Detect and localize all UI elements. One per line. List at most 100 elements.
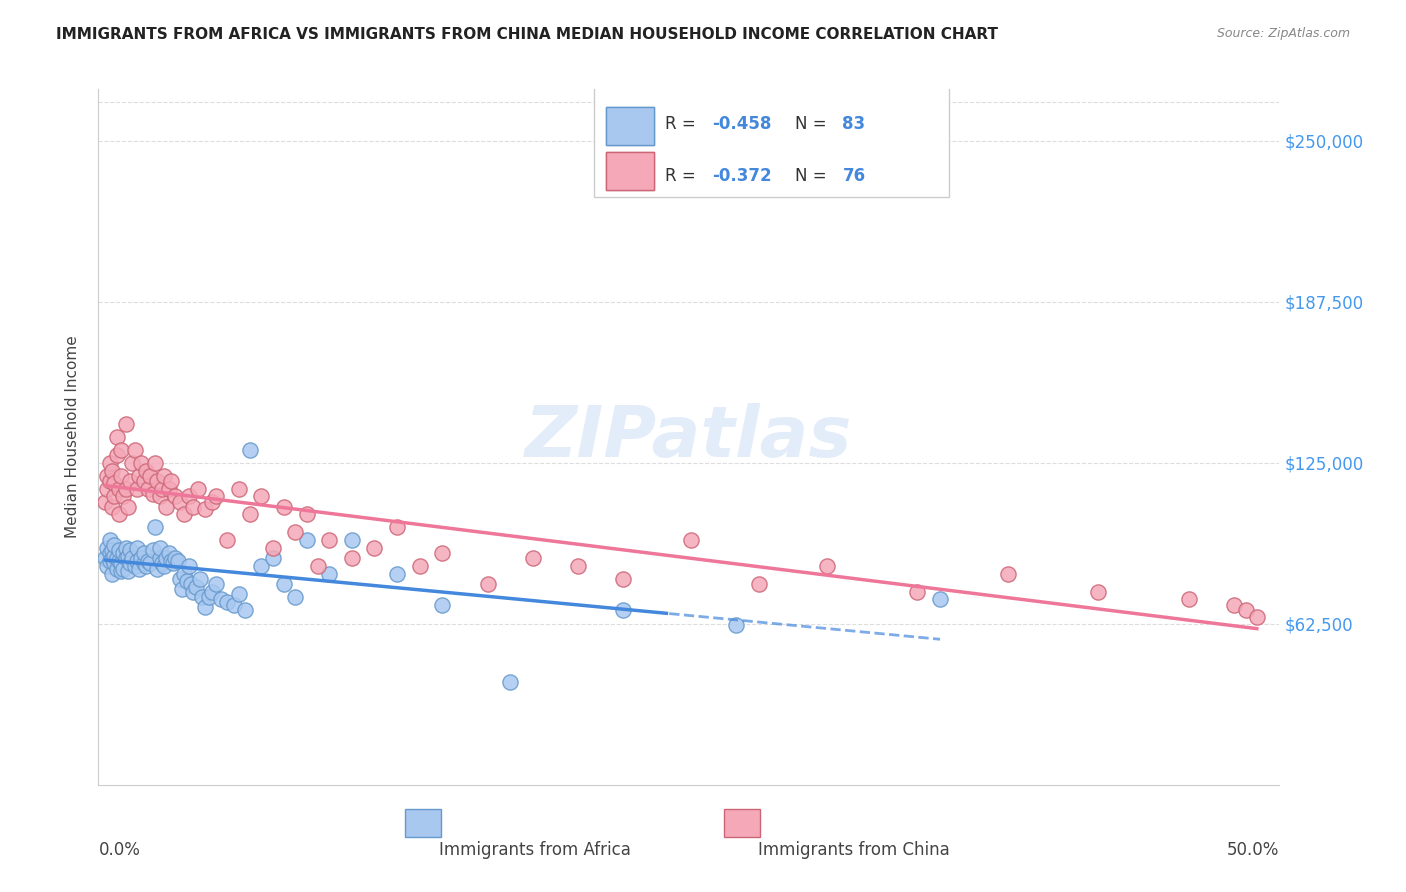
Point [117, 500, 139, 514]
Point [284, 590, 307, 604]
Point [184, 580, 207, 594]
Point [153, 468, 176, 483]
Point [96, 541, 118, 555]
Point [150, 482, 173, 496]
Point [142, 487, 165, 501]
Point [217, 533, 239, 548]
Point [107, 554, 129, 568]
Point [142, 543, 165, 558]
Text: Immigrants from China: Immigrants from China [758, 840, 950, 859]
Point [217, 595, 239, 609]
Point [125, 554, 148, 568]
Text: 50.0%: 50.0% [1227, 840, 1279, 859]
Point [135, 558, 157, 573]
Point [94, 551, 117, 566]
Point [107, 482, 129, 496]
Point [98, 554, 121, 568]
Point [250, 489, 273, 503]
Point [340, 551, 363, 566]
Point [1234, 603, 1257, 617]
Point [180, 577, 202, 591]
Point [125, 482, 148, 496]
Point [103, 489, 125, 503]
Point [409, 558, 432, 573]
Point [340, 533, 363, 548]
Point [112, 489, 135, 503]
Point [162, 557, 184, 571]
Point [131, 456, 153, 470]
FancyBboxPatch shape [606, 106, 654, 145]
Point [107, 508, 129, 522]
Point [172, 582, 194, 596]
Point [432, 546, 454, 560]
Point [385, 520, 408, 534]
Point [166, 554, 188, 568]
Point [139, 557, 162, 571]
Point [748, 577, 770, 591]
Point [98, 456, 121, 470]
Point [155, 500, 177, 514]
FancyBboxPatch shape [405, 809, 441, 837]
Point [110, 564, 132, 578]
Point [98, 533, 121, 548]
Point [114, 417, 136, 432]
Text: -0.372: -0.372 [713, 167, 772, 186]
Point [139, 468, 162, 483]
Point [114, 551, 136, 566]
Point [128, 561, 150, 575]
Text: ZIPatlas: ZIPatlas [526, 402, 852, 472]
Point [173, 508, 195, 522]
Point [295, 533, 318, 548]
Point [1178, 592, 1201, 607]
Point [148, 541, 170, 555]
Point [94, 494, 117, 508]
Point [98, 546, 121, 560]
Point [105, 448, 128, 462]
Point [110, 557, 132, 571]
Point [191, 590, 214, 604]
Point [318, 533, 340, 548]
Point [124, 558, 146, 573]
Point [131, 551, 153, 566]
Point [143, 520, 166, 534]
Point [96, 482, 118, 496]
Point [112, 546, 135, 560]
Point [143, 456, 166, 470]
Point [173, 566, 195, 581]
Point [114, 482, 136, 496]
FancyBboxPatch shape [724, 809, 759, 837]
Point [120, 543, 142, 558]
Text: 83: 83 [842, 115, 866, 133]
Text: R =: R = [665, 167, 702, 186]
Point [385, 566, 408, 581]
Point [155, 551, 177, 566]
Point [725, 618, 748, 632]
Point [125, 541, 148, 555]
Point [101, 543, 124, 558]
Point [157, 546, 180, 560]
Point [183, 500, 205, 514]
Point [114, 541, 136, 555]
Point [200, 494, 222, 508]
Point [159, 554, 181, 568]
Point [363, 541, 385, 555]
Point [124, 442, 146, 457]
Point [146, 561, 169, 575]
Point [250, 558, 273, 573]
Point [262, 541, 284, 555]
Point [176, 574, 198, 589]
Point [105, 551, 128, 566]
Point [101, 500, 124, 514]
Point [103, 557, 125, 571]
Point [120, 474, 142, 488]
Point [105, 430, 128, 444]
Point [177, 489, 200, 503]
Text: N =: N = [796, 115, 832, 133]
Point [135, 464, 157, 478]
Point [295, 508, 318, 522]
Point [96, 468, 118, 483]
Point [567, 558, 589, 573]
Point [159, 474, 181, 488]
Point [169, 494, 191, 508]
Point [239, 508, 262, 522]
